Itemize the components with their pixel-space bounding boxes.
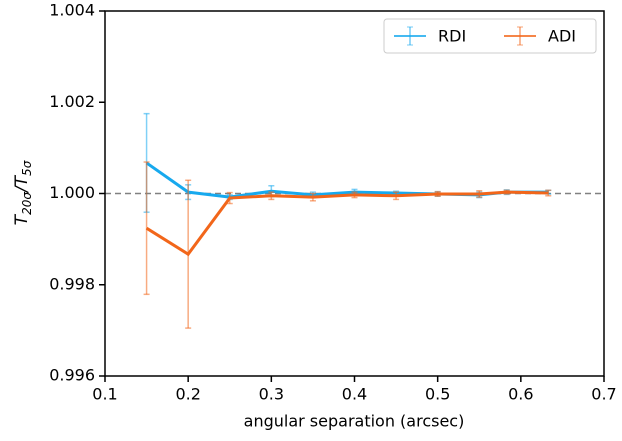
error-bar (143, 161, 150, 296)
y-tick-label: 0.998 (49, 274, 95, 293)
legend-label: RDI (438, 27, 466, 46)
x-axis-label: angular separation (arcsec) (244, 412, 465, 431)
y-axis-label: T20σ/T5σ (12, 160, 34, 225)
x-tick-label: 0.4 (342, 385, 367, 404)
series-line (145, 190, 549, 257)
plot-frame (104, 10, 605, 377)
y-label-part: /T (12, 174, 32, 194)
y-tick-label: 1.002 (49, 92, 95, 111)
legend-label: ADI (548, 27, 576, 46)
y-label-subscript: 5σ (20, 160, 34, 176)
y-tick-label: 0.996 (49, 366, 95, 385)
x-tick-label: 0.1 (92, 385, 117, 404)
x-tick-label: 0.3 (259, 385, 284, 404)
y-label-subscript: 20σ (20, 192, 34, 215)
y-label-part: T (12, 213, 32, 225)
x-tick-label: 0.6 (508, 385, 533, 404)
y-tick-label: 1.000 (49, 183, 95, 202)
x-tick-label: 0.5 (425, 385, 450, 404)
x-tick-label: 0.7 (591, 385, 616, 404)
y-tick-label: 1.004 (49, 1, 95, 20)
x-tick-label: 0.2 (175, 385, 200, 404)
legend-box (383, 18, 597, 54)
